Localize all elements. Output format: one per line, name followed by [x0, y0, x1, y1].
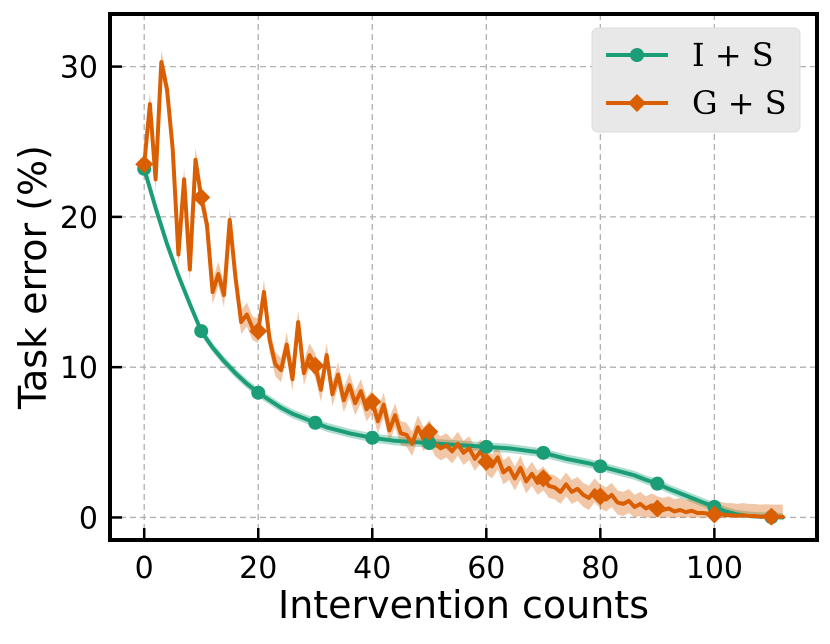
legend-label-1: G + S	[692, 84, 787, 122]
x-tick-label: 0	[135, 551, 154, 586]
data-point-diamond	[591, 487, 610, 506]
data-point-diamond	[648, 499, 667, 518]
data-point-circle	[593, 459, 608, 474]
series-line-1	[142, 60, 785, 519]
data-point-diamond	[420, 422, 439, 441]
data-point-circle	[479, 439, 494, 454]
series-markers	[135, 155, 781, 526]
series-lines	[142, 60, 785, 520]
x-axis-label: Intervention counts	[278, 583, 649, 627]
data-point-circle	[194, 324, 209, 339]
data-point-circle	[365, 430, 380, 445]
data-point-circle	[251, 385, 266, 400]
data-point-circle	[650, 476, 665, 491]
data-point-diamond	[477, 452, 496, 471]
x-tick-label: 60	[467, 551, 505, 586]
data-point-circle	[308, 415, 323, 430]
x-tick-label: 40	[353, 551, 391, 586]
data-point-circle	[422, 436, 437, 451]
x-tick-label: 100	[686, 551, 743, 586]
data-point-diamond	[534, 469, 553, 488]
series-line-0	[142, 166, 785, 520]
data-point-diamond	[135, 155, 154, 174]
data-point-circle	[536, 445, 551, 460]
axis-ticks: 0 20 40 60 80 100 0 10 20 30	[60, 51, 743, 586]
data-point-diamond	[192, 188, 211, 207]
y-tick-label: 0	[79, 501, 98, 536]
legend: I + S G + S	[591, 27, 801, 133]
y-tick-label: 10	[60, 351, 98, 386]
y-tick-label: 30	[60, 51, 98, 86]
data-point-diamond	[306, 356, 325, 375]
legend-marker-diamond	[628, 94, 646, 112]
legend-marker-circle	[630, 48, 644, 62]
x-tick-label: 20	[239, 551, 277, 586]
data-point-diamond	[249, 322, 268, 341]
grid-lines	[110, 14, 817, 540]
data-point-diamond	[762, 507, 781, 526]
y-tick-label: 20	[60, 201, 98, 236]
data-point-diamond	[363, 392, 382, 411]
legend-label-0: I + S	[692, 36, 774, 74]
x-tick-label: 80	[581, 551, 619, 586]
data-point-diamond	[705, 505, 724, 524]
y-axis-label: Task error (%)	[11, 145, 55, 410]
plot-frame	[108, 12, 819, 542]
